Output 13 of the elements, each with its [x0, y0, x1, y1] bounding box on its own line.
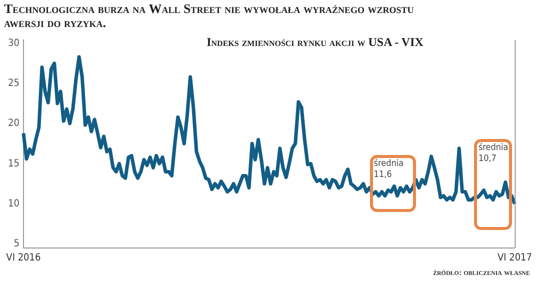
y-tick-label: 10 [8, 198, 20, 210]
annotation: średnia 10,7 [478, 142, 510, 165]
text: źródło: obliczenia własne [432, 268, 530, 277]
y-tick-label: 20 [8, 118, 20, 130]
chart-title: Technologiczna burza na Wall Street nie wywołała wyraźnego wzrostu awersji do ryzyka. [4, 1, 415, 30]
x-tick-label: VI 2017 [497, 252, 532, 264]
y-tick-label: 25 [8, 78, 20, 89]
y-tick-label: 30 [8, 38, 20, 49]
annotation: średnia 11,6 [374, 159, 405, 182]
y-tick-label: 5 [14, 238, 20, 250]
x-tick-label: VI 2016 [6, 252, 41, 264]
y-tick-label: 15 [8, 158, 20, 170]
chart-subtitle: Indeks zmienności rynku akcji w USA - VIX [206, 35, 424, 50]
